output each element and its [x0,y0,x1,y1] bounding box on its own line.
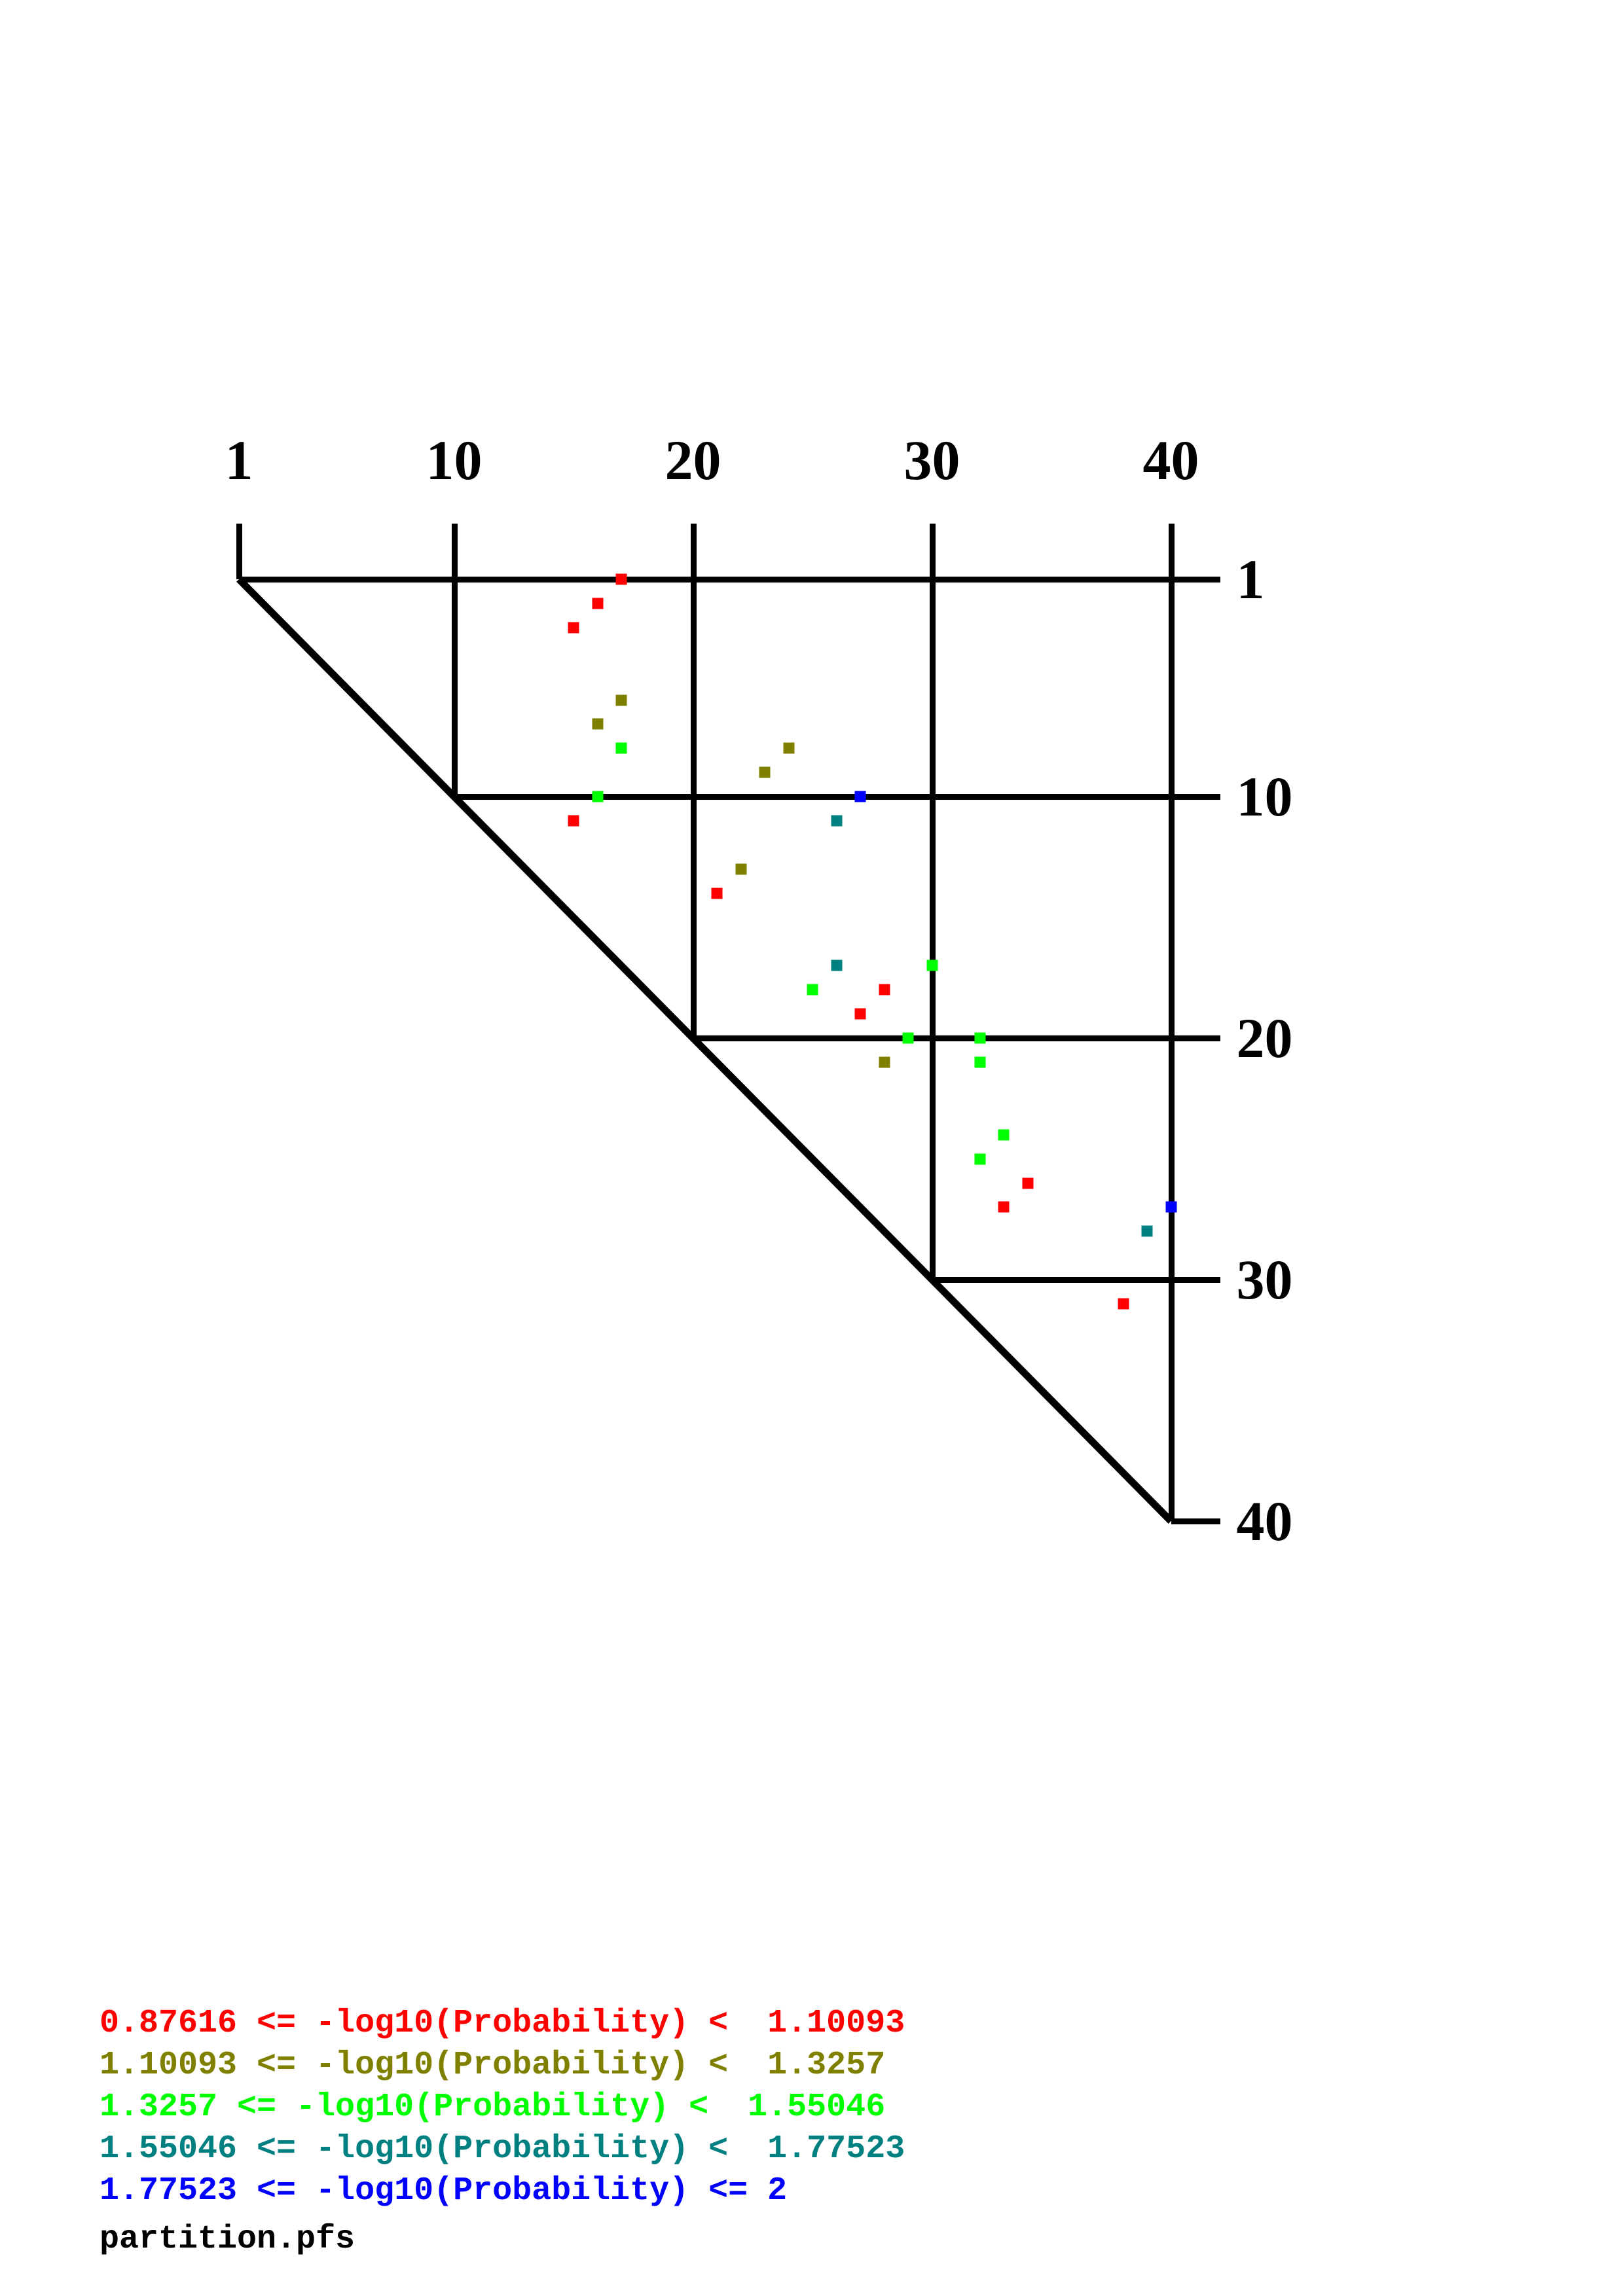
right-tick-label: 20 [1236,1007,1293,1070]
gridline-horizontal [239,577,1220,583]
data-point-marker [831,960,842,971]
data-point-marker [879,984,890,996]
legend: 0.87616 <= -log10(Probability) < 1.10093… [100,2003,1474,2261]
legend-entries: 0.87616 <= -log10(Probability) < 1.10093… [100,2003,1474,2212]
gridline-vertical [236,524,242,579]
diagonal-boundary-line [236,577,1174,1524]
data-point-marker [1141,1225,1153,1237]
data-point-marker [974,1056,985,1068]
legend-entry: 1.55046 <= -log10(Probability) < 1.77523 [100,2130,905,2168]
data-point-marker [592,791,603,802]
data-point-marker [854,1008,866,1020]
gridline-horizontal [932,1277,1220,1283]
right-tick-label: 30 [1236,1248,1293,1312]
data-point-marker [735,863,746,875]
data-point-marker [568,815,579,827]
data-point-marker [592,598,603,609]
legend-entry: 1.77523 <= -log10(Probability) <= 2 [100,2172,788,2210]
gridline-horizontal [1171,1518,1220,1525]
legend-entry: 1.10093 <= -log10(Probability) < 1.3257 [100,2047,886,2084]
data-point-marker [902,1032,914,1044]
data-point-marker [974,1153,985,1165]
data-point-marker [926,960,938,971]
data-point-marker [759,766,771,778]
data-point-marker [615,573,627,585]
data-point-marker [592,718,603,730]
top-tick-label: 20 [665,429,721,492]
source-filename-label: partition.pfs [100,2221,356,2258]
data-point-marker [615,742,627,754]
data-point-marker [854,791,866,802]
right-tick-label: 10 [1236,765,1293,829]
plot-area: 1 10 20 30 40 1 10 20 30 40 [225,429,1293,1553]
data-point-marker [998,1129,1010,1141]
gridline-vertical [451,524,458,797]
top-tick-label: 40 [1142,429,1199,492]
data-point-marker [1165,1201,1176,1213]
right-tick-label: 40 [1236,1490,1293,1553]
gridline-vertical [929,524,936,1280]
data-point-marker [1022,1177,1033,1189]
legend-entry: 1.3257 <= -log10(Probability) < 1.55046 [100,2089,886,2126]
data-point-marker [783,742,794,754]
data-point-marker [974,1032,985,1044]
top-tick-label: 10 [426,429,483,492]
gridline-horizontal [454,794,1220,800]
data-point-marker [831,815,842,827]
gridline-vertical [690,524,697,1039]
data-point-marker [711,888,723,899]
data-point-marker [879,1056,890,1068]
data-point-marker [568,622,579,634]
right-tick-label: 1 [1236,548,1265,611]
top-tick-label: 1 [225,429,253,492]
top-tick-label: 30 [903,429,960,492]
data-point-marker [807,984,818,996]
data-point-marker [1118,1298,1129,1310]
gridline-horizontal [693,1035,1220,1042]
data-point-marker [615,694,627,706]
legend-entry: 0.87616 <= -log10(Probability) < 1.10093 [100,2005,905,2042]
data-point-marker [998,1201,1010,1213]
gridline-vertical [1168,524,1175,1522]
